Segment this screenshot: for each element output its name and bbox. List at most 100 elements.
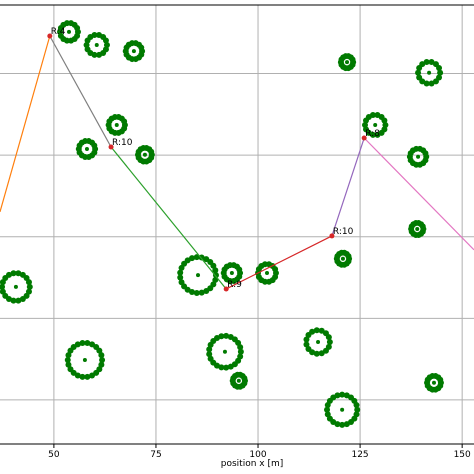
obstacle-dot bbox=[98, 352, 105, 359]
obstacle-dot bbox=[416, 74, 423, 81]
obstacle bbox=[220, 262, 244, 285]
obstacle-dot bbox=[237, 344, 244, 351]
obstacle-center bbox=[131, 49, 136, 54]
obstacle-dot bbox=[381, 117, 388, 124]
x-tick-label: 125 bbox=[351, 450, 368, 460]
obstacle-center bbox=[114, 122, 119, 127]
obstacle-dot bbox=[318, 350, 325, 357]
obstacle bbox=[424, 373, 444, 393]
x-axis-label: position x [m] bbox=[221, 459, 284, 469]
obstacle-dot bbox=[343, 421, 350, 428]
obstacle-dot bbox=[334, 392, 341, 399]
obstacle-dot bbox=[89, 372, 96, 379]
obstacle-dot bbox=[325, 334, 332, 341]
obstacle-dot bbox=[64, 356, 71, 363]
obstacle-dot bbox=[121, 118, 128, 125]
obstacle-dot bbox=[96, 51, 103, 58]
obstacle-dot bbox=[218, 333, 225, 340]
obstacle-center bbox=[431, 380, 436, 385]
obstacle-dot bbox=[415, 69, 422, 76]
obstacle-dot bbox=[0, 288, 6, 295]
obstacle-dot bbox=[99, 356, 106, 363]
obstacle bbox=[83, 32, 110, 58]
path-segment bbox=[331, 137, 365, 237]
waypoint bbox=[223, 286, 229, 292]
obstacle-dot bbox=[210, 262, 217, 269]
obstacle-dot bbox=[349, 56, 356, 63]
x-tick-label: 100 bbox=[249, 450, 266, 460]
obstacle-center bbox=[13, 284, 18, 289]
obstacle-dot bbox=[354, 406, 361, 413]
obstacle-dot bbox=[84, 339, 91, 346]
obstacle-dot bbox=[345, 253, 352, 260]
obstacle-dot bbox=[102, 37, 109, 44]
obstacle-dot bbox=[223, 364, 230, 371]
obstacle-dot bbox=[79, 373, 86, 380]
waypoint-label: R:4 bbox=[51, 27, 66, 37]
obstacle bbox=[361, 111, 389, 138]
obstacle-dot bbox=[206, 346, 213, 353]
obstacle-center bbox=[416, 154, 421, 159]
obstacle-dot bbox=[212, 267, 219, 274]
obstacle-center bbox=[236, 378, 241, 383]
obstacle-dot bbox=[324, 411, 331, 418]
obstacle bbox=[122, 40, 146, 63]
obstacle-dot bbox=[339, 421, 346, 428]
obstacle-dot bbox=[237, 348, 244, 355]
obstacle-dot bbox=[227, 363, 234, 370]
obstacle-dot bbox=[79, 339, 86, 346]
obstacle-dot bbox=[177, 274, 184, 281]
obstacle-dot bbox=[309, 328, 316, 335]
obstacle-dot bbox=[305, 345, 312, 352]
obstacle-dot bbox=[437, 376, 444, 383]
obstacle-dot bbox=[437, 69, 444, 76]
obstacle bbox=[229, 371, 248, 390]
waypoint bbox=[108, 144, 114, 150]
obstacle-dot bbox=[206, 351, 213, 358]
obstacle-dot bbox=[26, 283, 33, 290]
path-segment bbox=[0, 35, 51, 213]
obstacle-center bbox=[415, 226, 420, 231]
obstacle-center bbox=[427, 70, 432, 75]
obstacle-dot bbox=[353, 402, 360, 409]
obstacle bbox=[337, 53, 357, 72]
obstacle bbox=[408, 220, 427, 238]
obstacle-center bbox=[340, 256, 345, 261]
x-tick-label: 50 bbox=[48, 450, 60, 460]
obstacle bbox=[134, 144, 155, 165]
obstacle-center bbox=[340, 407, 345, 412]
obstacle-dot bbox=[138, 44, 145, 51]
obstacle-center bbox=[94, 42, 99, 47]
obstacle-dot bbox=[422, 150, 429, 157]
obstacle-dot bbox=[423, 58, 430, 65]
obstacle-dot bbox=[15, 297, 22, 304]
obstacle bbox=[177, 254, 219, 297]
obstacle-dot bbox=[324, 406, 331, 413]
obstacle-dot bbox=[419, 223, 426, 230]
x-tick-label: 75 bbox=[150, 450, 161, 460]
obstacle bbox=[324, 391, 361, 428]
obstacle-dot bbox=[10, 297, 17, 304]
obstacle-center bbox=[196, 273, 201, 278]
obstacle-dot bbox=[148, 148, 155, 155]
obstacle-center bbox=[84, 147, 89, 152]
obstacle-center bbox=[265, 271, 270, 276]
obstacle-dot bbox=[436, 64, 443, 71]
obstacle-dot bbox=[91, 32, 98, 39]
obstacle-dot bbox=[193, 254, 200, 261]
waypoint bbox=[329, 233, 335, 239]
obstacle bbox=[64, 339, 106, 380]
obstacle bbox=[206, 332, 244, 371]
obstacle-dot bbox=[177, 269, 184, 276]
obstacle-center bbox=[345, 60, 350, 65]
obstacle bbox=[303, 327, 333, 357]
obstacle-dot bbox=[369, 111, 376, 118]
path-segment bbox=[110, 146, 227, 290]
obstacle-dot bbox=[15, 270, 22, 277]
waypoint-label: R:8 bbox=[365, 129, 380, 139]
waypoint bbox=[361, 135, 367, 141]
obstacle-dot bbox=[65, 361, 72, 368]
obstacle-dot bbox=[203, 288, 210, 295]
